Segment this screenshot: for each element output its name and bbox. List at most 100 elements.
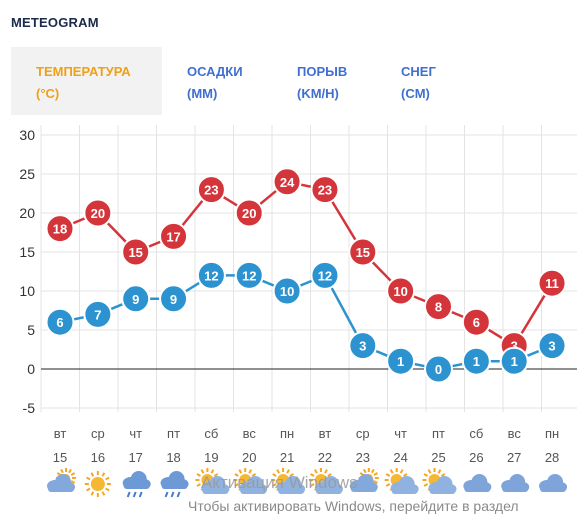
sun-cloud-icon xyxy=(271,468,306,494)
x-tick-day: вт xyxy=(54,426,67,441)
data-point: 3 xyxy=(348,331,378,361)
data-point: 0 xyxy=(424,354,453,384)
tab-precipitation[interactable]: ОСАДКИ (MM) xyxy=(187,47,277,115)
data-label: 6 xyxy=(56,315,63,330)
y-tick-label: 0 xyxy=(27,361,35,377)
data-point-marker xyxy=(196,175,226,205)
data-label: 3 xyxy=(511,339,518,354)
data-label: 12 xyxy=(204,268,218,283)
data-point-marker xyxy=(386,346,416,376)
x-tick-date: 23 xyxy=(356,450,370,465)
data-label: 1 xyxy=(473,354,480,369)
x-tick-date: 21 xyxy=(280,450,294,465)
data-point-marker xyxy=(159,284,189,314)
x-tick-day: ср xyxy=(91,426,105,441)
tab-temperature[interactable]: ТЕМПЕРАТУРА (°C) xyxy=(11,47,162,115)
data-point: 15 xyxy=(348,237,378,267)
data-label: 12 xyxy=(318,268,332,283)
x-tick-day: пт xyxy=(167,426,180,441)
x-tick-date: 16 xyxy=(91,450,105,465)
data-label: 18 xyxy=(53,222,67,237)
data-point: 8 xyxy=(424,292,453,322)
data-point: 23 xyxy=(310,175,340,205)
data-label: 8 xyxy=(435,300,442,315)
cloud-icon xyxy=(539,474,568,492)
data-point: 10 xyxy=(272,276,302,306)
tab-snow-unit: (CM) xyxy=(401,86,430,101)
data-label: 1 xyxy=(397,354,404,369)
series-lines xyxy=(59,180,554,371)
data-point-marker xyxy=(348,237,378,267)
data-label: 3 xyxy=(548,339,555,354)
data-label: 17 xyxy=(166,229,180,244)
data-point-marker xyxy=(121,237,151,267)
data-point: 15 xyxy=(121,237,151,267)
x-tick-date: 28 xyxy=(545,450,559,465)
x-tick-day: ср xyxy=(356,426,370,441)
data-point-marker xyxy=(83,198,113,228)
tab-gust[interactable]: ПОРЫВ (KM/H) xyxy=(297,47,387,115)
x-tick-date: 19 xyxy=(204,450,218,465)
data-label: 9 xyxy=(170,292,177,307)
data-label: 3 xyxy=(359,339,366,354)
data-point-marker xyxy=(272,167,302,197)
data-point: 24 xyxy=(272,167,302,197)
data-label: 10 xyxy=(393,284,407,299)
y-tick-label: 25 xyxy=(19,166,35,182)
data-point: 11 xyxy=(537,268,567,298)
sun-icon xyxy=(84,471,111,497)
cloud-sun-icon xyxy=(349,468,379,492)
tab-snow-label: СНЕГ xyxy=(401,64,436,79)
data-point-marker xyxy=(45,214,75,244)
data-point: 12 xyxy=(234,260,264,290)
x-tick-date: 20 xyxy=(242,450,256,465)
x-tick-day: вт xyxy=(319,426,332,441)
x-tick-date: 18 xyxy=(166,450,180,465)
data-point: 23 xyxy=(196,175,226,205)
data-point-marker xyxy=(121,284,151,314)
sun-cloud-icon xyxy=(384,468,419,494)
cloud-icon xyxy=(501,474,530,492)
data-point: 12 xyxy=(196,260,226,290)
data-label: 9 xyxy=(132,292,139,307)
cloud-sun-icon xyxy=(47,468,76,492)
data-label: 15 xyxy=(128,245,142,260)
data-point-marker xyxy=(537,268,567,298)
x-tick-day: пн xyxy=(280,426,294,441)
x-tick-date: 15 xyxy=(53,450,67,465)
data-label: 20 xyxy=(91,206,105,221)
tab-gust-label: ПОРЫВ xyxy=(297,64,348,79)
data-point: 9 xyxy=(121,284,151,314)
sun-cloud-icon xyxy=(195,468,230,494)
data-point-marker xyxy=(461,346,491,376)
y-tick-label: 15 xyxy=(19,244,35,260)
data-point-marker xyxy=(499,346,529,376)
data-point: 1 xyxy=(386,346,416,376)
data-point-marker xyxy=(348,331,378,361)
tab-precipitation-unit: (MM) xyxy=(187,86,218,101)
data-label: 10 xyxy=(280,284,294,299)
tab-snow[interactable]: СНЕГ (CM) xyxy=(401,47,481,115)
data-point-marker xyxy=(45,307,75,337)
data-point: 12 xyxy=(310,260,340,290)
data-point: 10 xyxy=(386,276,416,306)
data-point: 18 xyxy=(45,214,75,244)
x-tick-day: сб xyxy=(204,426,218,441)
tab-temperature-unit: (°C) xyxy=(36,86,60,101)
data-point-marker xyxy=(196,260,226,290)
data-label: 24 xyxy=(280,175,295,190)
data-label: 15 xyxy=(356,245,370,260)
y-axis: 30 25 20 15 10 5 0 -5 xyxy=(19,127,35,416)
x-axis: вт 15 ср 16 чт 17 пт 18 сб 19 вс 20 пн 21 вт 22 ср 23 чт 24… xyxy=(53,426,560,465)
data-point: 7 xyxy=(83,299,113,329)
x-tick-date: 26 xyxy=(469,450,483,465)
data-point: 17 xyxy=(159,221,189,251)
cloud-icon xyxy=(463,474,492,492)
data-point: 6 xyxy=(45,307,75,337)
data-point-marker xyxy=(424,292,453,322)
data-point: 1 xyxy=(461,346,491,376)
data-point-marker xyxy=(386,276,416,306)
data-point-marker xyxy=(461,307,491,337)
